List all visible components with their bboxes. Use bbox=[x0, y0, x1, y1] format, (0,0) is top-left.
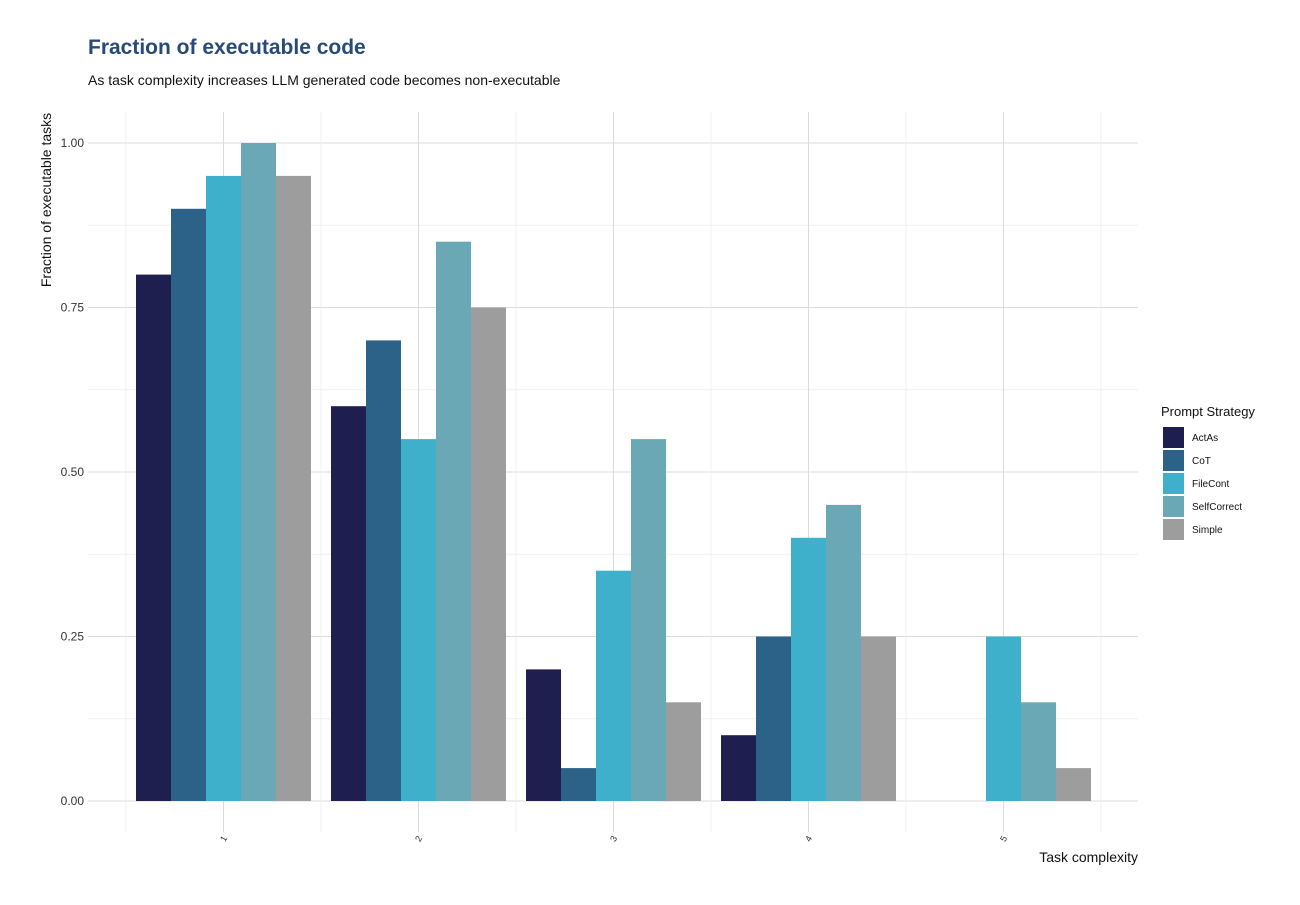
bar-actas-1 bbox=[136, 274, 171, 802]
bar-cot-2 bbox=[366, 340, 401, 801]
y-axis-title: Fraction of executable tasks bbox=[38, 113, 54, 287]
bar-selfcorrect-1 bbox=[241, 143, 276, 801]
bar-filecont-3 bbox=[596, 570, 631, 801]
bar-cot-4 bbox=[756, 636, 791, 801]
x-tick-label: 2 bbox=[413, 834, 424, 843]
bar-cot-1 bbox=[171, 208, 206, 802]
bar-selfcorrect-3 bbox=[631, 439, 666, 801]
legend-swatch-actas bbox=[1163, 427, 1184, 448]
legend-swatch-filecont bbox=[1163, 473, 1184, 494]
x-axis-ticks: 1 2 3 4 5 bbox=[218, 834, 1009, 843]
y-tick-label: 0.00 bbox=[61, 794, 85, 808]
legend-label-simple: Simple bbox=[1192, 525, 1223, 536]
x-axis-title: Task complexity bbox=[1039, 849, 1138, 865]
legend: Prompt Strategy ActAs CoT FileCont SelfCorr… bbox=[1161, 404, 1255, 540]
bar-actas-3 bbox=[526, 669, 561, 801]
bar-actas-4 bbox=[721, 735, 756, 801]
bar-selfcorrect-5 bbox=[1021, 702, 1056, 801]
legend-title: Prompt Strategy bbox=[1161, 404, 1255, 419]
bar-selfcorrect-4 bbox=[826, 504, 861, 801]
bar-filecont-4 bbox=[791, 537, 826, 801]
bar-simple-4 bbox=[861, 636, 896, 801]
legend-label-filecont: FileCont bbox=[1192, 479, 1229, 490]
legend-swatch-selfcorrect bbox=[1163, 496, 1184, 517]
y-tick-label: 0.50 bbox=[61, 465, 85, 479]
legend-swatch-cot bbox=[1163, 450, 1184, 471]
x-tick-label: 5 bbox=[998, 834, 1009, 843]
bar-simple-2 bbox=[471, 307, 506, 801]
chart-title: Fraction of executable code bbox=[88, 36, 366, 59]
bar-simple-1 bbox=[276, 175, 311, 801]
bar-filecont-1 bbox=[206, 175, 241, 801]
bar-actas-2 bbox=[331, 406, 366, 801]
y-axis-ticks: 0.00 0.25 0.50 0.75 1.00 bbox=[61, 136, 85, 808]
y-tick-label: 0.75 bbox=[61, 301, 85, 315]
x-tick-label: 4 bbox=[803, 834, 814, 843]
legend-label-cot: CoT bbox=[1192, 456, 1211, 467]
bar-filecont-5 bbox=[986, 636, 1021, 801]
x-tick-label: 3 bbox=[608, 834, 619, 843]
bar-cot-3 bbox=[561, 768, 596, 801]
bar-simple-3 bbox=[666, 702, 701, 801]
legend-swatch-simple bbox=[1163, 519, 1184, 540]
legend-label-actas: ActAs bbox=[1192, 433, 1218, 444]
x-tick-label: 1 bbox=[218, 834, 229, 843]
bar-selfcorrect-2 bbox=[436, 241, 471, 801]
legend-label-selfcorrect: SelfCorrect bbox=[1192, 502, 1242, 513]
y-tick-label: 1.00 bbox=[61, 136, 85, 150]
chart-subtitle: As task complexity increases LLM generat… bbox=[88, 72, 561, 88]
bar-filecont-2 bbox=[401, 439, 436, 801]
bar-simple-5 bbox=[1056, 768, 1091, 801]
bars bbox=[136, 143, 1091, 802]
y-tick-label: 0.25 bbox=[61, 630, 85, 644]
